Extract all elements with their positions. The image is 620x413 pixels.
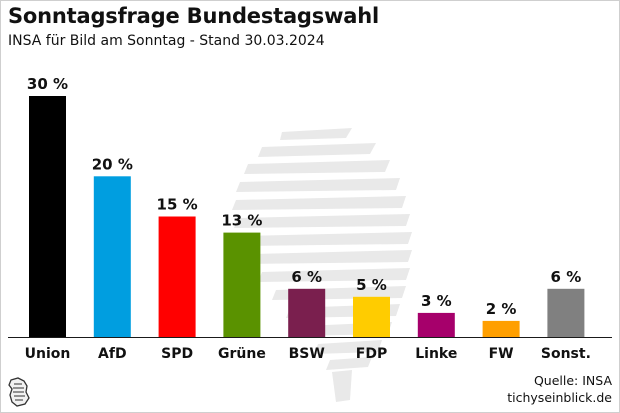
value-label: 6 % <box>291 268 322 286</box>
category-label: FDP <box>356 346 387 362</box>
category-label: AfD <box>98 346 127 362</box>
source-label: Quelle: INSA <box>533 373 612 388</box>
value-label: 3 % <box>421 292 452 310</box>
value-label: 13 % <box>221 212 262 230</box>
chart-title: Sonntagsfrage Bundestagswahl <box>8 4 379 28</box>
bar-8 <box>547 288 585 337</box>
bar-3 <box>223 232 261 337</box>
category-label: SPD <box>161 346 193 362</box>
bar-1 <box>93 176 131 337</box>
bar-5 <box>353 296 390 337</box>
category-label: Union <box>25 346 71 362</box>
bar-0 <box>29 96 66 337</box>
value-label: 5 % <box>356 276 387 294</box>
bar-4 <box>288 288 326 337</box>
value-label: 15 % <box>157 196 198 214</box>
category-label: Linke <box>415 346 457 362</box>
category-label: FW <box>489 346 514 362</box>
value-label: 20 % <box>92 155 133 173</box>
value-label: 30 % <box>27 75 68 93</box>
source-note: Quelle: INSA tichyseinblick.de <box>507 372 612 406</box>
eagle-logo-icon <box>8 377 30 407</box>
bar-7 <box>482 320 520 337</box>
bar-2 <box>158 216 196 337</box>
category-label: BSW <box>289 346 325 362</box>
category-label: Grüne <box>218 346 266 362</box>
bar-6 <box>417 312 455 337</box>
source-website: tichyseinblick.de <box>507 390 612 405</box>
value-label: 2 % <box>486 300 517 318</box>
value-label: 6 % <box>551 268 582 286</box>
category-label: Sonst. <box>541 346 591 362</box>
chart-subtitle: INSA für Bild am Sonntag - Stand 30.03.2… <box>8 33 325 49</box>
